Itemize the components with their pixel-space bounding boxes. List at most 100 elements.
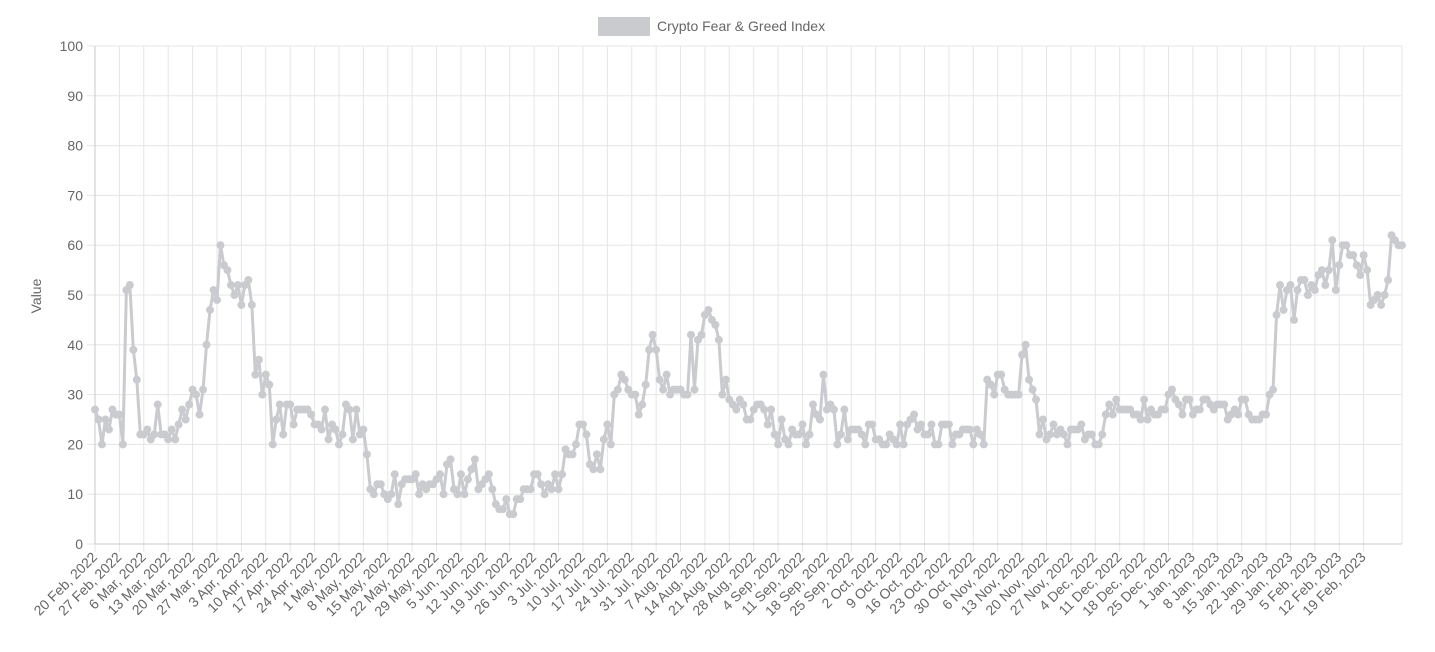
- data-point[interactable]: [829, 405, 838, 414]
- data-point[interactable]: [171, 435, 180, 444]
- data-point[interactable]: [631, 390, 640, 399]
- data-point[interactable]: [1049, 420, 1058, 429]
- data-point[interactable]: [711, 320, 720, 329]
- data-point[interactable]: [1241, 395, 1250, 404]
- data-point[interactable]: [1220, 400, 1229, 409]
- data-point[interactable]: [436, 470, 445, 479]
- data-point[interactable]: [537, 480, 546, 489]
- data-point[interactable]: [1349, 251, 1358, 260]
- data-point[interactable]: [1174, 400, 1183, 409]
- data-point[interactable]: [463, 475, 472, 484]
- data-point[interactable]: [1377, 300, 1386, 309]
- data-point[interactable]: [185, 400, 194, 409]
- data-point[interactable]: [540, 490, 549, 499]
- data-point[interactable]: [195, 410, 204, 419]
- data-point[interactable]: [1021, 340, 1030, 349]
- data-point[interactable]: [272, 415, 281, 424]
- data-point[interactable]: [760, 405, 769, 414]
- data-point[interactable]: [638, 400, 647, 409]
- data-point[interactable]: [861, 440, 870, 449]
- data-point[interactable]: [662, 370, 671, 379]
- data-point[interactable]: [1140, 395, 1149, 404]
- data-point[interactable]: [1356, 271, 1365, 280]
- data-point[interactable]: [763, 420, 772, 429]
- data-point[interactable]: [1286, 281, 1295, 290]
- data-point[interactable]: [843, 435, 852, 444]
- data-point[interactable]: [1077, 420, 1086, 429]
- data-point[interactable]: [1094, 440, 1103, 449]
- data-point[interactable]: [192, 390, 201, 399]
- data-point[interactable]: [986, 380, 995, 389]
- data-point[interactable]: [686, 330, 695, 339]
- data-point[interactable]: [307, 410, 316, 419]
- data-point[interactable]: [317, 425, 326, 434]
- data-point[interactable]: [254, 355, 263, 364]
- data-point[interactable]: [568, 450, 577, 459]
- data-point[interactable]: [1293, 286, 1302, 295]
- data-point[interactable]: [927, 420, 936, 429]
- data-point[interactable]: [338, 430, 347, 439]
- data-point[interactable]: [1161, 405, 1169, 414]
- data-point[interactable]: [899, 440, 908, 449]
- data-point[interactable]: [648, 330, 657, 339]
- data-point[interactable]: [206, 305, 215, 314]
- data-point[interactable]: [1276, 281, 1285, 290]
- data-point[interactable]: [1272, 310, 1281, 319]
- data-point[interactable]: [1321, 281, 1330, 290]
- data-point[interactable]: [704, 305, 713, 314]
- data-point[interactable]: [488, 485, 497, 494]
- data-point[interactable]: [1101, 410, 1110, 419]
- data-point[interactable]: [275, 400, 284, 409]
- data-point[interactable]: [456, 470, 465, 479]
- data-point[interactable]: [976, 430, 985, 439]
- data-point[interactable]: [91, 405, 99, 414]
- data-point[interactable]: [732, 405, 741, 414]
- data-point[interactable]: [1136, 415, 1145, 424]
- data-point[interactable]: [589, 465, 598, 474]
- data-point[interactable]: [836, 430, 845, 439]
- data-point[interactable]: [1384, 276, 1393, 285]
- data-point[interactable]: [1014, 390, 1023, 399]
- data-point[interactable]: [484, 470, 493, 479]
- data-point[interactable]: [324, 435, 333, 444]
- data-point[interactable]: [714, 335, 723, 344]
- data-point[interactable]: [167, 425, 176, 434]
- data-point[interactable]: [533, 470, 542, 479]
- data-point[interactable]: [606, 440, 615, 449]
- data-point[interactable]: [321, 405, 330, 414]
- data-point[interactable]: [132, 375, 141, 384]
- data-point[interactable]: [1342, 241, 1351, 250]
- data-point[interactable]: [1032, 395, 1041, 404]
- data-point[interactable]: [453, 490, 462, 499]
- data-point[interactable]: [1234, 410, 1243, 419]
- data-point[interactable]: [948, 440, 957, 449]
- data-point[interactable]: [770, 430, 779, 439]
- data-point[interactable]: [571, 440, 580, 449]
- data-point[interactable]: [467, 465, 476, 474]
- data-point[interactable]: [1059, 430, 1068, 439]
- data-point[interactable]: [216, 241, 225, 250]
- data-point[interactable]: [833, 440, 842, 449]
- data-point[interactable]: [516, 495, 525, 504]
- data-point[interactable]: [164, 435, 173, 444]
- data-point[interactable]: [1279, 305, 1288, 314]
- data-point[interactable]: [104, 425, 113, 434]
- data-point[interactable]: [202, 340, 211, 349]
- data-point[interactable]: [261, 370, 270, 379]
- data-point[interactable]: [808, 400, 817, 409]
- data-point[interactable]: [582, 430, 591, 439]
- data-point[interactable]: [934, 440, 943, 449]
- data-point[interactable]: [150, 430, 159, 439]
- data-point[interactable]: [1112, 395, 1121, 404]
- data-point[interactable]: [1289, 315, 1298, 324]
- data-point[interactable]: [767, 405, 776, 414]
- data-point[interactable]: [802, 440, 811, 449]
- data-point[interactable]: [101, 415, 110, 424]
- data-point[interactable]: [1380, 291, 1389, 299]
- data-point[interactable]: [178, 405, 187, 414]
- legend[interactable]: Crypto Fear & Greed Index: [598, 17, 825, 36]
- data-point[interactable]: [1167, 385, 1176, 394]
- data-point[interactable]: [892, 440, 901, 449]
- data-point[interactable]: [1195, 405, 1204, 414]
- data-point[interactable]: [362, 450, 371, 459]
